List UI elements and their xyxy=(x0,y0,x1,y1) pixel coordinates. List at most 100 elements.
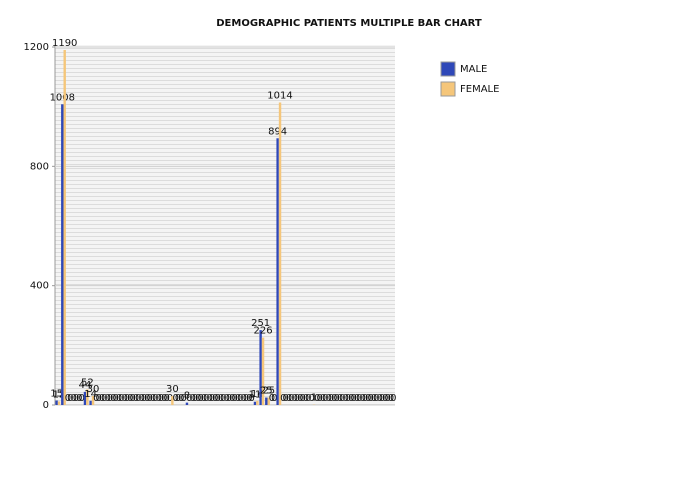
data-label: 14 xyxy=(251,389,264,400)
data-label: 0 xyxy=(206,393,212,404)
data-label: 0 xyxy=(116,393,122,404)
data-label: 0 xyxy=(362,393,368,404)
data-label: 0 xyxy=(385,393,391,404)
data-label: 25 xyxy=(262,386,275,397)
data-label: 0 xyxy=(144,393,150,404)
data-label: 0 xyxy=(223,393,229,404)
data-label: 0 xyxy=(342,393,348,404)
data-label: 0 xyxy=(130,393,136,404)
data-label: 0 xyxy=(331,393,337,404)
data-label: 0 xyxy=(237,393,243,404)
bar xyxy=(267,397,270,405)
data-label: 0 xyxy=(107,393,113,404)
data-label: 0 xyxy=(288,393,294,404)
data-label: 0 xyxy=(271,393,277,404)
bar xyxy=(256,400,259,405)
data-label: 0 xyxy=(121,393,127,404)
legend-label: FEMALE xyxy=(460,84,499,95)
data-label: 0 xyxy=(76,393,82,404)
data-label: 0 xyxy=(104,393,110,404)
data-label: 251 xyxy=(251,318,270,329)
y-tick-label: 0 xyxy=(43,400,49,411)
data-label: 15 xyxy=(50,389,63,400)
data-label: 0 xyxy=(70,393,76,404)
data-label: 0 xyxy=(354,393,360,404)
data-label: 0 xyxy=(229,393,235,404)
data-label: 0 xyxy=(390,393,396,404)
data-label: 30 xyxy=(87,384,100,395)
data-label: 0 xyxy=(373,393,379,404)
data-label: 0 xyxy=(186,393,192,404)
data-label: 44 xyxy=(79,380,92,391)
data-label: 0 xyxy=(308,393,314,404)
data-label: 0 xyxy=(356,393,362,404)
data-label: 0 xyxy=(280,393,286,404)
data-label: 0 xyxy=(101,393,107,404)
data-label: 0 xyxy=(388,393,394,404)
data-label: 0 xyxy=(246,393,252,404)
data-label: 0 xyxy=(365,393,371,404)
data-label: 0 xyxy=(113,393,119,404)
data-label: 0 xyxy=(93,393,99,404)
bar xyxy=(89,400,92,405)
data-label: 0 xyxy=(232,393,238,404)
data-label: 0 xyxy=(325,393,331,404)
data-label: 0 xyxy=(379,393,385,404)
data-label: 0 xyxy=(133,393,139,404)
data-label: 0 xyxy=(297,393,303,404)
data-label: 0 xyxy=(303,393,309,404)
bar xyxy=(259,330,262,405)
data-label: 0 xyxy=(150,393,156,404)
data-label: 0 xyxy=(235,393,241,404)
data-label: 0 xyxy=(371,393,377,404)
data-label: 0 xyxy=(305,393,311,404)
data-label: 0 xyxy=(334,393,340,404)
data-label: 0 xyxy=(220,393,226,404)
data-label: 0 xyxy=(96,393,102,404)
data-label: 0 xyxy=(195,393,201,404)
data-label: 0 xyxy=(328,393,334,404)
y-tick-label: 800 xyxy=(30,161,49,172)
data-label: 0 xyxy=(283,393,289,404)
data-label: 0 xyxy=(345,393,351,404)
data-label: 0 xyxy=(138,393,144,404)
bar xyxy=(91,396,95,405)
data-label: 0 xyxy=(79,393,85,404)
data-label: 226 xyxy=(253,326,272,337)
data-label: 25 xyxy=(260,386,273,397)
data-label: 0 xyxy=(110,393,116,404)
bar xyxy=(63,49,66,405)
data-label: 0 xyxy=(175,393,181,404)
chart-title: DEMOGRAPHIC PATIENTS MULTIPLE BAR CHART xyxy=(216,18,482,29)
data-label: 0 xyxy=(376,393,382,404)
data-label: 0 xyxy=(249,393,255,404)
data-label: 0 xyxy=(243,393,249,404)
data-label: 0 xyxy=(203,393,209,404)
bar xyxy=(278,102,282,406)
data-label: 0 xyxy=(99,393,105,404)
bar xyxy=(86,389,89,405)
data-label: 0 xyxy=(286,393,292,404)
data-label: 0 xyxy=(359,393,365,404)
legend-swatch xyxy=(440,61,456,77)
bar xyxy=(55,400,58,405)
data-label: 0 xyxy=(73,393,79,404)
data-label: 0 xyxy=(291,393,297,404)
data-label: 0 xyxy=(212,393,218,404)
data-label: 1014 xyxy=(267,90,292,101)
bar xyxy=(57,401,61,405)
data-label: 0 xyxy=(124,393,130,404)
data-label: 8 xyxy=(184,391,190,402)
data-label: 0 xyxy=(118,393,124,404)
data-label: 0 xyxy=(127,393,133,404)
data-label: 0 xyxy=(65,393,71,404)
data-label: 0 xyxy=(201,393,207,404)
data-label: 0 xyxy=(167,393,173,404)
data-label: 0 xyxy=(189,393,195,404)
data-label: 0 xyxy=(209,393,215,404)
data-label: 1008 xyxy=(50,92,75,103)
data-label: 0 xyxy=(317,393,323,404)
bar xyxy=(61,104,64,405)
data-label: 0 xyxy=(198,393,204,404)
